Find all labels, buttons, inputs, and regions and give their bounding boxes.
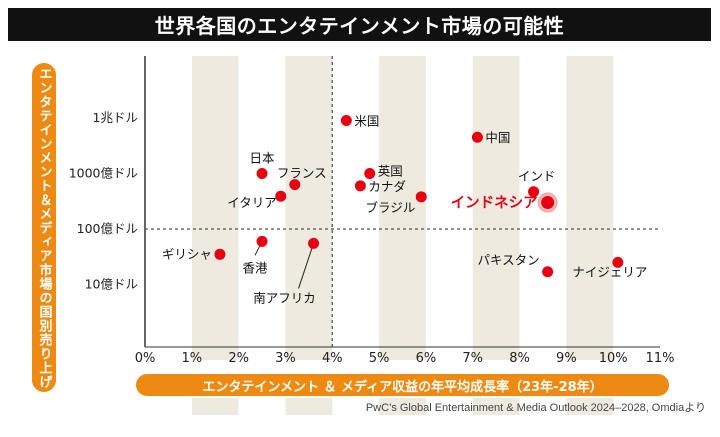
tick-labels: 0% 1% 2% 3% 4% 5% 6% 7% 8% 9% 10% 11% 1兆ドル 1000億ドル 100… — [69, 110, 675, 366]
x-tick-label: 8% — [509, 351, 530, 366]
data-point — [275, 190, 287, 202]
data-point — [308, 237, 320, 249]
point-label: ナイジェリア — [572, 264, 647, 279]
x-tick-label: 5% — [369, 351, 390, 366]
point-label: 香港 — [243, 260, 269, 275]
x-tick-label: 11% — [646, 351, 675, 366]
x-tick-label: 2% — [228, 351, 249, 366]
axes — [144, 56, 660, 348]
y-tick-label: 10億ドル — [85, 277, 138, 292]
stripe-1 — [191, 56, 239, 360]
point-label: インドネシア — [451, 195, 538, 212]
x-axis-label: エンタテインメント ＆ メディア収益の年平均成長率（23年-28年） — [136, 374, 669, 396]
data-point — [415, 191, 427, 203]
x-tick-label: 9% — [556, 351, 577, 366]
stripe-7 — [472, 56, 520, 360]
x-tick-label: 3% — [275, 351, 296, 366]
chart-title: 世界各国のエンタテインメント市場の可能性 — [8, 8, 711, 41]
y-tick-label: 100億ドル — [77, 221, 138, 236]
data-point — [256, 235, 268, 247]
data-point — [612, 256, 624, 268]
stripe-bottom-5 — [379, 398, 426, 415]
data-point — [214, 248, 226, 260]
stripe-3 — [285, 56, 333, 360]
point-label: カナダ — [368, 179, 406, 194]
y-tick-label: 1000億ドル — [69, 166, 138, 181]
x-tick-label: 7% — [462, 351, 483, 366]
stripe-bottom-3 — [285, 398, 333, 415]
stripe-5 — [379, 56, 426, 360]
data-point — [289, 179, 301, 191]
point-label: 南アフリカ — [253, 290, 316, 305]
data-point — [542, 266, 554, 278]
y-tick-label: 1兆ドル — [93, 110, 138, 125]
point-label: ブラジル — [365, 200, 415, 215]
point-label: フランス — [277, 166, 327, 181]
stripe-9 — [566, 56, 614, 360]
source-note: PwC’s Global Entertainment & Media Outlo… — [365, 402, 706, 414]
column-stripes — [191, 56, 614, 415]
data-point — [364, 168, 376, 179]
x-tick-label: 6% — [416, 351, 437, 366]
point-label: ギリシャ — [162, 246, 212, 261]
point-label: 英国 — [378, 164, 403, 179]
point-label: パキスタン — [477, 253, 539, 268]
y-axis-label: エンタテインメント＆メディア市場の国別売り上げ — [32, 63, 56, 392]
stripe-bottom-1 — [191, 398, 239, 415]
data-point — [340, 115, 352, 127]
leader-line — [298, 243, 315, 289]
point-label: 米国 — [354, 114, 379, 129]
point-label: 中国 — [485, 130, 510, 145]
data-point — [354, 180, 366, 192]
point-label: イタリア — [227, 195, 277, 210]
data-point-highlight — [541, 196, 555, 210]
x-tick-label: 4% — [322, 351, 343, 366]
x-tick-label: 10% — [599, 351, 628, 366]
point-label: インド — [518, 169, 556, 184]
stripe-bottom-7 — [472, 398, 520, 415]
data-point — [256, 168, 268, 179]
stripe-bottom-9 — [566, 398, 614, 415]
x-tick-label: 0% — [135, 351, 156, 366]
data-point — [528, 186, 540, 198]
point-label: 日本 — [250, 151, 276, 166]
x-tick-label: 1% — [182, 351, 203, 366]
data-point — [471, 131, 483, 143]
